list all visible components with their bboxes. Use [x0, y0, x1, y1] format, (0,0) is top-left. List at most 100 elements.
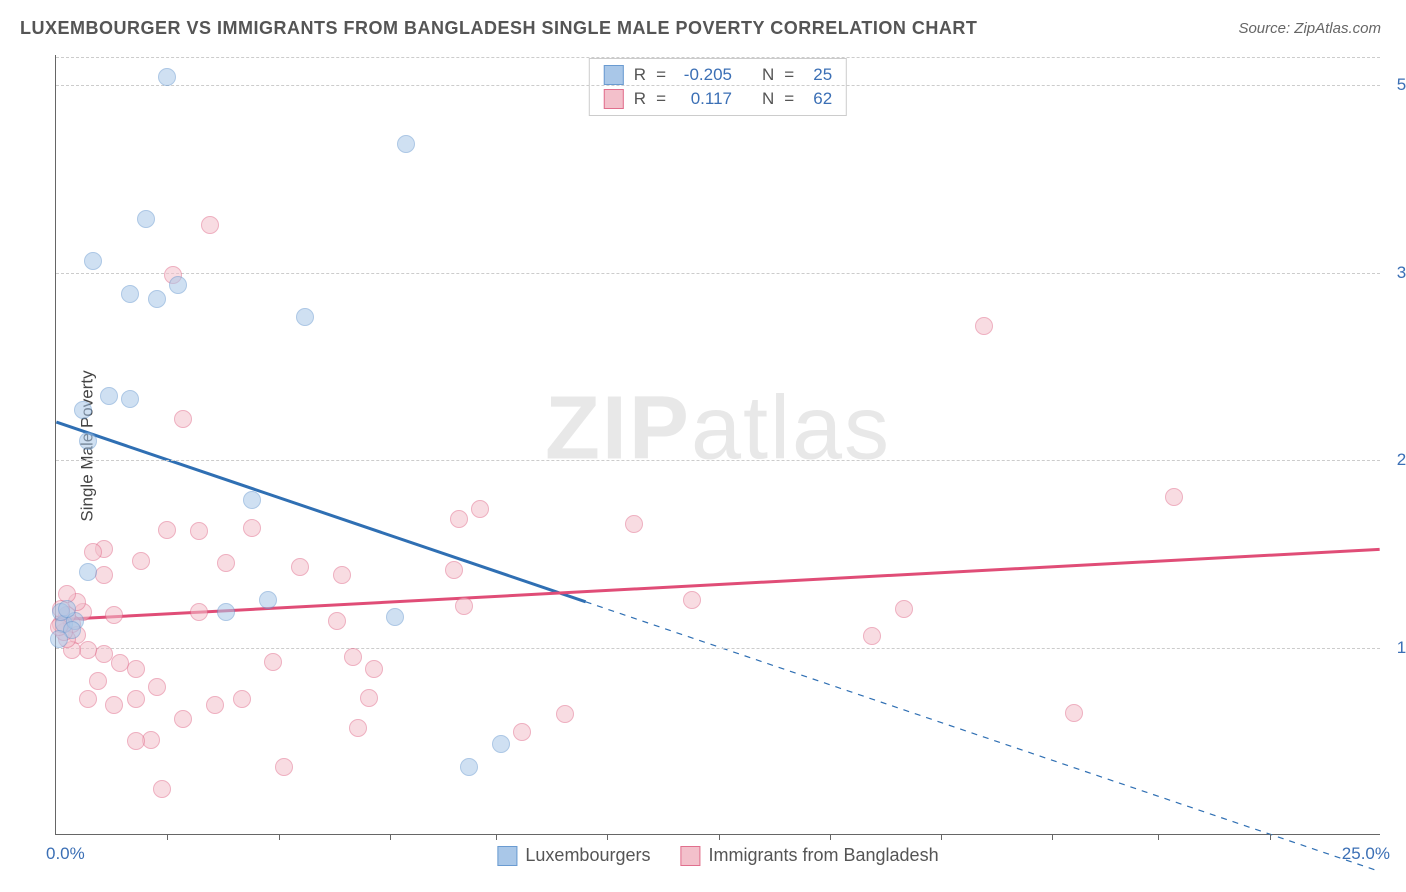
data-point [349, 719, 367, 737]
data-point [683, 591, 701, 609]
legend-label: Luxembourgers [525, 845, 650, 866]
data-point [127, 690, 145, 708]
x-tick [1052, 834, 1053, 840]
x-tick [830, 834, 831, 840]
data-point [148, 678, 166, 696]
data-point [513, 723, 531, 741]
data-point [153, 780, 171, 798]
y-tick-label: 12.5% [1397, 638, 1406, 658]
gridline-h [56, 648, 1380, 649]
data-point [158, 521, 176, 539]
data-point [79, 641, 97, 659]
data-point [79, 690, 97, 708]
data-point [158, 68, 176, 86]
legend-item: Immigrants from Bangladesh [680, 845, 938, 866]
data-point [386, 608, 404, 626]
data-point [95, 566, 113, 584]
data-point [74, 401, 92, 419]
data-point [556, 705, 574, 723]
data-point [148, 290, 166, 308]
data-point [84, 543, 102, 561]
data-point [333, 566, 351, 584]
gridline-h [56, 85, 1380, 86]
data-point [127, 732, 145, 750]
data-point [174, 710, 192, 728]
data-point [121, 390, 139, 408]
x-tick [719, 834, 720, 840]
data-point [111, 654, 129, 672]
data-point [89, 672, 107, 690]
data-point [174, 410, 192, 428]
y-tick-label: 50.0% [1397, 75, 1406, 95]
data-point [291, 558, 309, 576]
r-value: -0.205 [676, 65, 732, 85]
chart-source: Source: ZipAtlas.com [1238, 20, 1381, 37]
data-point [100, 387, 118, 405]
data-point [275, 758, 293, 776]
correlation-chart: LUXEMBOURGER VS IMMIGRANTS FROM BANGLADE… [0, 0, 1406, 892]
data-point [895, 600, 913, 618]
legend-stats: R = -0.205 N = 25 R = 0.117 N = 62 [589, 58, 847, 116]
data-point [397, 135, 415, 153]
x-tick [390, 834, 391, 840]
data-point [50, 630, 68, 648]
data-point [121, 285, 139, 303]
data-point [206, 696, 224, 714]
data-point [142, 731, 160, 749]
data-point [471, 500, 489, 518]
y-tick-label: 37.5% [1397, 263, 1406, 283]
data-point [328, 612, 346, 630]
r-value: 0.117 [676, 89, 732, 109]
legend-swatch-icon [497, 846, 517, 866]
x-tick [607, 834, 608, 840]
data-point [58, 600, 76, 618]
legend-stats-row: R = -0.205 N = 25 [604, 63, 832, 87]
watermark: ZIPatlas [545, 377, 891, 480]
legend-label: Immigrants from Bangladesh [708, 845, 938, 866]
data-point [863, 627, 881, 645]
plot-area: ZIPatlas 0.0% 25.0% R = -0.205 N = 25 R … [55, 55, 1380, 835]
x-max-label: 25.0% [1342, 844, 1390, 864]
data-point [95, 645, 113, 663]
x-origin-label: 0.0% [46, 844, 85, 864]
data-point [492, 735, 510, 753]
gridline-h [56, 460, 1380, 461]
data-point [365, 660, 383, 678]
data-point [243, 519, 261, 537]
x-tick [1270, 834, 1271, 840]
data-point [201, 216, 219, 234]
legend-swatch-icon [604, 89, 624, 109]
data-point [445, 561, 463, 579]
data-point [217, 554, 235, 572]
data-point [975, 317, 993, 335]
data-point [296, 308, 314, 326]
n-value: 62 [804, 89, 832, 109]
x-tick [496, 834, 497, 840]
data-point [1065, 704, 1083, 722]
data-point [137, 210, 155, 228]
data-point [460, 758, 478, 776]
x-tick [167, 834, 168, 840]
data-point [105, 606, 123, 624]
y-tick-label: 25.0% [1397, 450, 1406, 470]
data-point [79, 432, 97, 450]
data-point [79, 563, 97, 581]
data-point [127, 660, 145, 678]
n-value: 25 [804, 65, 832, 85]
data-point [243, 491, 261, 509]
x-tick [941, 834, 942, 840]
chart-title: LUXEMBOURGER VS IMMIGRANTS FROM BANGLADE… [20, 18, 977, 39]
gridline-h [56, 273, 1380, 274]
data-point [360, 689, 378, 707]
data-point [190, 603, 208, 621]
data-point [450, 510, 468, 528]
data-point [625, 515, 643, 533]
data-point [455, 597, 473, 615]
legend-swatch-icon [604, 65, 624, 85]
x-tick [1158, 834, 1159, 840]
data-point [1165, 488, 1183, 506]
data-point [132, 552, 150, 570]
legend-swatch-icon [680, 846, 700, 866]
data-point [344, 648, 362, 666]
data-point [169, 276, 187, 294]
